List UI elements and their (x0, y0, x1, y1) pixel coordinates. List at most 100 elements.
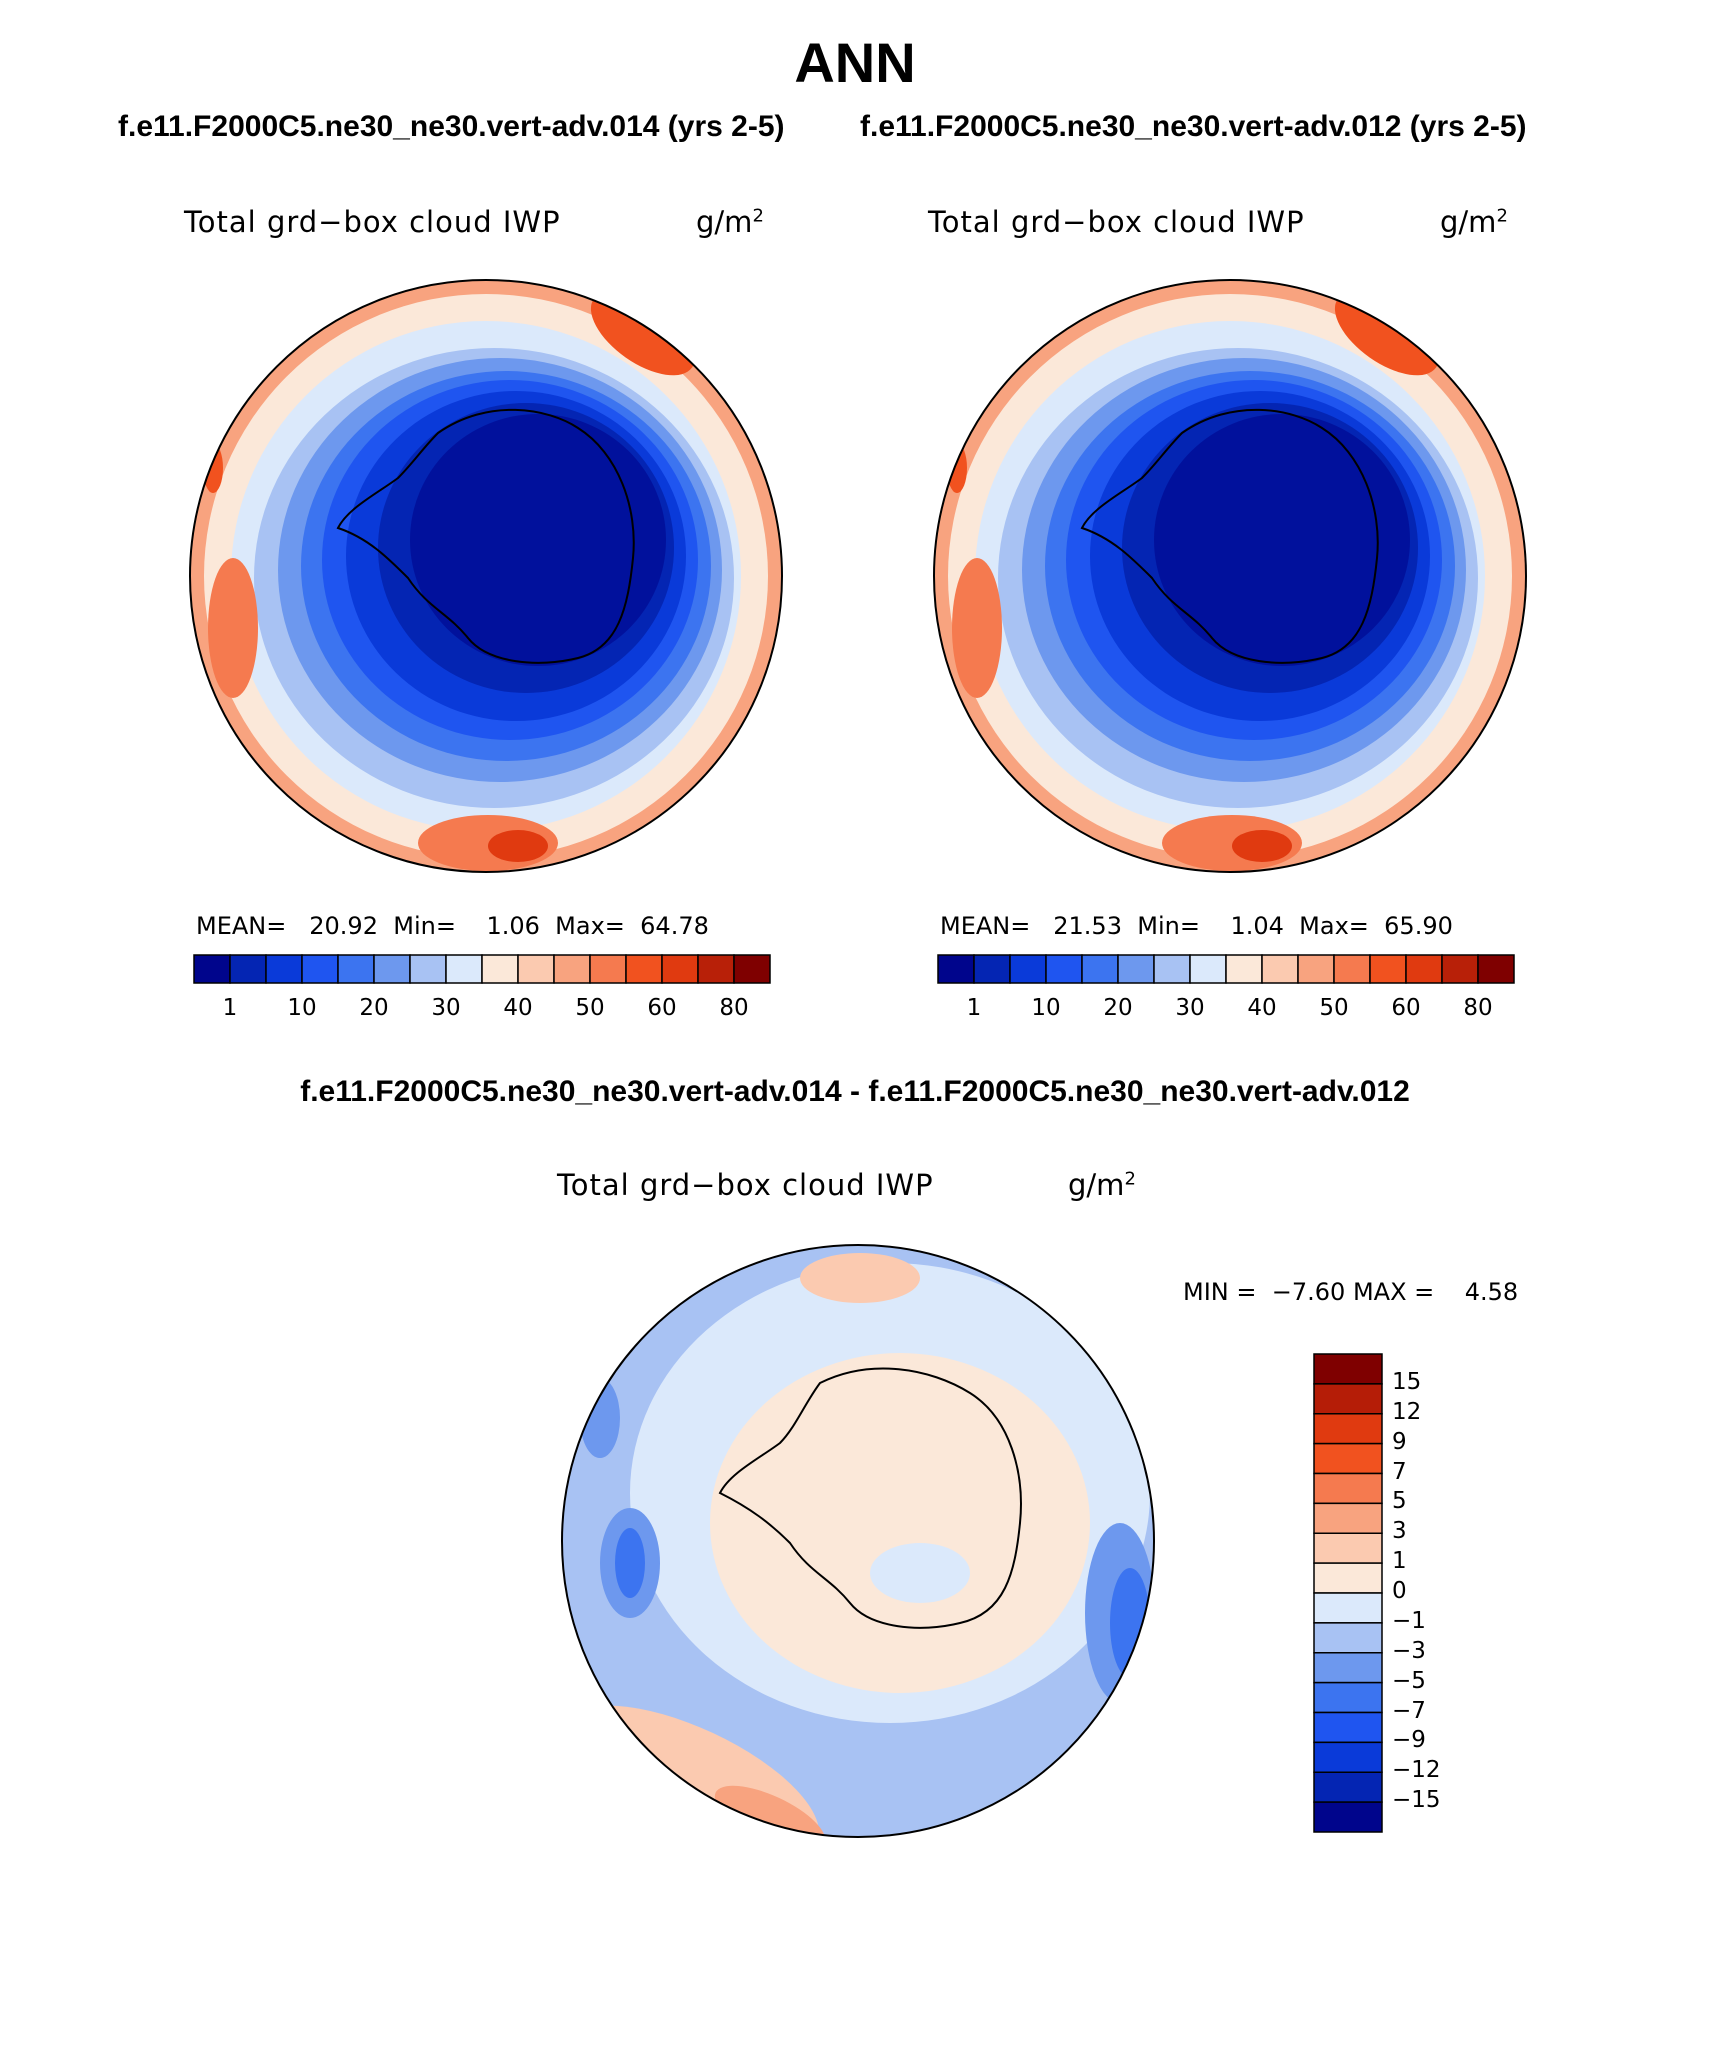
panel-2-colorbar-box (1477, 954, 1515, 984)
panel-1-colorbar-box (337, 954, 375, 984)
panel-2-mean-value: 21.53 (1053, 912, 1122, 940)
difference-colorbar-box (1313, 1622, 1383, 1654)
difference-colorbar-ticks: 15 12 9 7 5 3 1 0 −1 −3 −5 −7 −9 −12 −15 (1392, 1353, 1472, 1833)
panel-2-colorbar-tick-label: 30 (1175, 995, 1205, 1021)
panel-2-colorbar-box (1261, 954, 1299, 984)
difference-colorbar-tick-label: −1 (1392, 1607, 1426, 1634)
panel-2-variable-label: Total grd−box cloud IWP (928, 205, 1305, 239)
panel-2-stats: MEAN= 21.53 Min= 1.04 Max= 65.90 (940, 912, 1453, 940)
panel-1-colorbar-tick-label: 50 (575, 995, 605, 1021)
panel-2-colorbar-tick-label: 40 (1247, 995, 1277, 1021)
panel-2-colorbar-box (1369, 954, 1407, 984)
panel-2-colorbar-box (973, 954, 1011, 984)
panel-1-max-value: 64.78 (640, 912, 709, 940)
panel-1-colorbar-tick-label: 80 (719, 995, 749, 1021)
panel-1-colorbar-box (445, 954, 483, 984)
panel-2-colorbar-box (1441, 954, 1479, 984)
difference-colorbar-tick-label: −9 (1392, 1727, 1426, 1754)
panel-1-colorbar-box (517, 954, 555, 984)
panel-2-max-value: 65.90 (1384, 912, 1453, 940)
difference-colorbar-tick-label: −12 (1392, 1757, 1441, 1784)
panel-1-colorbar-tick-label: 40 (503, 995, 533, 1021)
panel-1-colorbar-box (589, 954, 627, 984)
difference-colorbar-tick-label: 15 (1392, 1368, 1422, 1395)
panel-1-colorbar-tick-label: 1 (222, 995, 238, 1021)
panel-1-map (189, 279, 783, 873)
panel-1-case-title: f.e11.F2000C5.ne30_ne30.vert-adv.014 (yr… (118, 110, 785, 143)
difference-max-value: 4.58 (1464, 1278, 1519, 1306)
panel-1-colorbar-box (265, 954, 303, 984)
difference-map (561, 1244, 1155, 1838)
panel-2-colorbar-box (1117, 954, 1155, 984)
panel-1-colorbar-ticks: 1 10 20 30 40 50 60 80 (194, 995, 770, 1025)
panel-1-mean-label: MEAN= (196, 912, 287, 940)
panel-1-colorbar-box (661, 954, 699, 984)
difference-colorbar-tick-label: 5 (1392, 1488, 1407, 1515)
panel-1-colorbar-box (697, 954, 735, 984)
panel-1-min-label: Min= (393, 912, 456, 940)
difference-variable-label: Total grd−box cloud IWP (557, 1168, 934, 1202)
difference-colorbar-tick-label: 7 (1392, 1458, 1407, 1485)
difference-colorbar-tick-label: 0 (1392, 1578, 1407, 1604)
panel-1-colorbar (193, 954, 771, 984)
difference-colorbar-box (1313, 1532, 1383, 1564)
panel-2-min-value: 1.04 (1230, 912, 1284, 940)
panel-1-colorbar-box (625, 954, 663, 984)
panel-1-colorbar-tick-label: 20 (359, 995, 389, 1021)
difference-colorbar-box (1313, 1442, 1383, 1475)
difference-colorbar-box (1313, 1413, 1383, 1445)
panel-1-colorbar-box (733, 954, 771, 984)
panel-1-colorbar-tick-label: 30 (431, 995, 461, 1021)
panel-2-colorbar-ticks: 1 10 20 30 40 50 60 80 (938, 995, 1514, 1025)
difference-colorbar-box (1313, 1711, 1383, 1744)
panel-2-colorbar-box (937, 954, 975, 984)
panel-1-colorbar-box (193, 954, 231, 984)
main-title: ANN (794, 31, 916, 94)
panel-2-max-label: Max= (1299, 912, 1369, 940)
panel-2-colorbar (937, 954, 1515, 984)
difference-colorbar-box (1313, 1771, 1383, 1803)
panel-1-colorbar-tick-label: 10 (287, 995, 317, 1021)
panel-2-colorbar-box (1009, 954, 1047, 984)
panel-1-colorbar-box (301, 954, 339, 984)
panel-2-unit-label: g/m2 (1440, 205, 1508, 239)
difference-colorbar-box (1313, 1681, 1383, 1714)
panel-2-min-label: Min= (1137, 912, 1200, 940)
difference-colorbar-box (1313, 1472, 1383, 1505)
panel-2-colorbar-box (1225, 954, 1263, 984)
panel-1-unit-label: g/m2 (696, 205, 764, 239)
panel-1-colorbar-tick-label: 60 (647, 995, 677, 1021)
panel-1-mean-value: 20.92 (309, 912, 378, 940)
panel-2-colorbar-box (1297, 954, 1335, 984)
difference-colorbar-box (1313, 1353, 1383, 1385)
panel-2-case-title: f.e11.F2000C5.ne30_ne30.vert-adv.012 (yr… (860, 110, 1527, 143)
panel-1-colorbar-box (373, 954, 411, 984)
difference-min-label: MIN = (1183, 1278, 1257, 1306)
difference-colorbar-tick-label: −3 (1392, 1637, 1426, 1664)
panel-2-colorbar-box (1045, 954, 1083, 984)
difference-colorbar (1313, 1353, 1383, 1833)
difference-colorbar-tick-label: −5 (1392, 1667, 1426, 1694)
panel-2-map (933, 279, 1527, 873)
difference-colorbar-tick-label: −15 (1392, 1787, 1441, 1814)
panel-2-colorbar-box (1405, 954, 1443, 984)
difference-colorbar-box (1313, 1383, 1383, 1415)
difference-colorbar-tick-label: 12 (1392, 1398, 1422, 1425)
panel-2-colorbar-tick-label: 60 (1391, 995, 1421, 1021)
panel-1-colorbar-box (481, 954, 519, 984)
panel-2-colorbar-box (1153, 954, 1191, 984)
difference-colorbar-box (1313, 1652, 1383, 1684)
panel-1-stats: MEAN= 20.92 Min= 1.06 Max= 64.78 (196, 912, 709, 940)
difference-colorbar-box (1313, 1801, 1383, 1833)
panel-1-variable-label: Total grd−box cloud IWP (184, 205, 561, 239)
panel-2-colorbar-tick-label: 1 (966, 995, 982, 1021)
panel-2-colorbar-box (1333, 954, 1371, 984)
panel-1-max-label: Max= (555, 912, 625, 940)
panel-2-colorbar-tick-label: 50 (1319, 995, 1349, 1021)
difference-colorbar-box (1313, 1741, 1383, 1773)
difference-colorbar-tick-label: 1 (1392, 1548, 1407, 1575)
difference-colorbar-tick-label: −7 (1392, 1697, 1426, 1724)
panel-1-colorbar-box (229, 954, 267, 984)
panel-1-min-value: 1.06 (486, 912, 540, 940)
panel-1-colorbar-box (553, 954, 591, 984)
